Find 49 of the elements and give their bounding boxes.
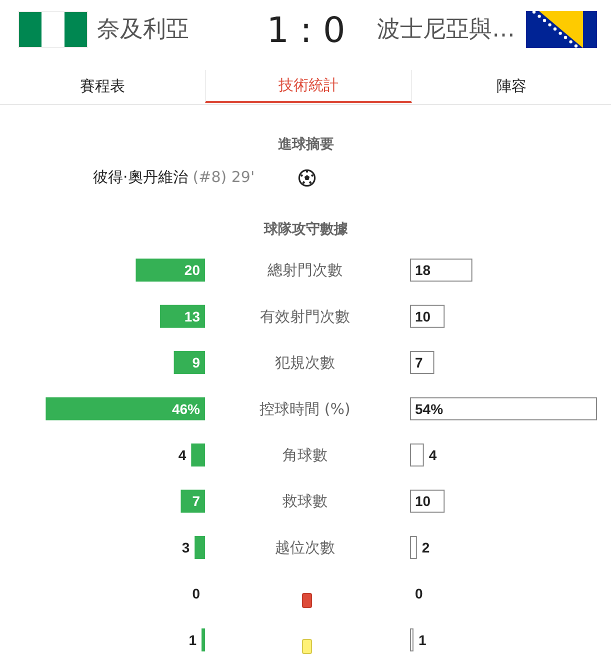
data-label: 4 <box>178 447 186 463</box>
y-tick-label: 犯規次數 <box>275 354 335 372</box>
bar <box>136 258 205 282</box>
bar <box>410 258 472 282</box>
data-label: 4 <box>428 447 437 463</box>
data-label: 1 <box>188 632 197 648</box>
data-label: 13 <box>184 308 200 324</box>
bar <box>410 628 414 652</box>
tab[interactable]: 技術統計 <box>205 70 412 103</box>
text: 波士尼亞與… <box>377 16 515 43</box>
bar <box>191 444 205 466</box>
data-label: 9 <box>192 354 200 371</box>
bar <box>410 397 597 420</box>
text: 彼得·奧丹維治 <box>93 168 188 186</box>
y-tick-label: 救球數 <box>282 492 328 510</box>
data-label: 7 <box>192 493 200 510</box>
tab[interactable]: 賽程表 <box>0 70 205 103</box>
data-label: 1 <box>418 632 426 648</box>
y-tick-label: 越位次數 <box>275 538 335 556</box>
bar <box>410 444 424 466</box>
bar <box>180 490 205 513</box>
text: (#8) 29' <box>192 168 255 186</box>
y-tick-label: 控球時間 (%) <box>260 400 350 418</box>
y-tick-label: 有效射門次數 <box>260 307 350 326</box>
data-label: 3 <box>182 539 190 556</box>
bar <box>174 351 205 374</box>
y-tick-label: 總射門次數 <box>266 261 342 280</box>
data-label: 54% <box>415 400 444 417</box>
y-tick-label: 角球數 <box>282 446 328 464</box>
data-label: 20 <box>184 262 200 278</box>
data-label: 10 <box>415 493 431 510</box>
text: 進球摘要 <box>278 136 334 153</box>
bar <box>410 536 417 559</box>
data-label: 2 <box>422 539 430 556</box>
data-label: 18 <box>415 262 431 278</box>
text: 1 : 0 <box>266 10 346 51</box>
bar <box>194 536 205 559</box>
data-label: 7 <box>415 354 423 371</box>
tab[interactable]: 陣容 <box>412 70 611 103</box>
data-label: 46% <box>172 400 201 417</box>
text: 球隊攻守數據 <box>264 221 348 238</box>
data-label: 0 <box>415 586 423 602</box>
bar <box>46 397 205 420</box>
bar <box>160 304 205 328</box>
bar <box>410 351 434 374</box>
data-label: 10 <box>415 308 431 324</box>
bar <box>202 628 205 652</box>
text: 奈及利亞 <box>97 16 189 43</box>
data-label: 0 <box>192 586 200 602</box>
